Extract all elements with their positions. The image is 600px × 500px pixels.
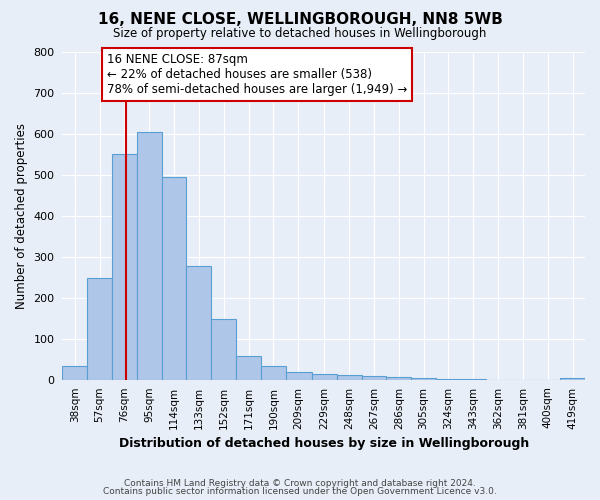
Bar (436, 379, 461, 380)
Bar (62, 366, 87, 380)
Bar (137, 132, 161, 380)
Bar (112, 154, 137, 380)
Bar (286, 372, 312, 380)
Text: 16 NENE CLOSE: 87sqm
← 22% of detached houses are smaller (538)
78% of semi-deta: 16 NENE CLOSE: 87sqm ← 22% of detached h… (107, 53, 407, 96)
Text: Contains HM Land Registry data © Crown copyright and database right 2024.: Contains HM Land Registry data © Crown c… (124, 478, 476, 488)
Bar (236, 356, 261, 380)
Bar (87, 278, 112, 380)
Bar (337, 375, 362, 380)
Bar (187, 266, 211, 380)
Text: Contains public sector information licensed under the Open Government Licence v3: Contains public sector information licen… (103, 487, 497, 496)
Bar (386, 377, 411, 380)
Bar (560, 378, 585, 380)
Bar (211, 320, 236, 380)
Text: 16, NENE CLOSE, WELLINGBOROUGH, NN8 5WB: 16, NENE CLOSE, WELLINGBOROUGH, NN8 5WB (98, 12, 502, 28)
X-axis label: Distribution of detached houses by size in Wellingborough: Distribution of detached houses by size … (119, 437, 529, 450)
Text: Size of property relative to detached houses in Wellingborough: Size of property relative to detached ho… (113, 28, 487, 40)
Bar (312, 374, 337, 380)
Bar (411, 378, 436, 380)
Bar (362, 376, 386, 380)
Bar (261, 366, 286, 380)
Y-axis label: Number of detached properties: Number of detached properties (15, 123, 28, 309)
Bar (161, 177, 187, 380)
